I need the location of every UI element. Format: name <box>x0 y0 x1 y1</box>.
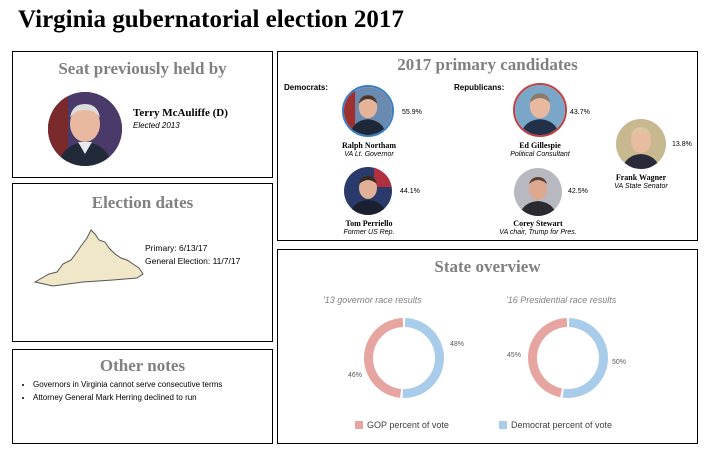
donut-title-2013: '13 governor race results <box>323 295 422 305</box>
state-heading: State overview <box>434 257 541 276</box>
virginia-map-icon <box>33 229 144 287</box>
general-date: General Election: 11/7/17 <box>145 256 241 266</box>
notes-panel: Other notes Governors in Virginia cannot… <box>12 349 273 444</box>
stewart-pct: 42.5% <box>568 188 588 195</box>
donut-2013-gop-label: 46% <box>348 372 363 379</box>
dates-heading: Election dates <box>91 193 194 212</box>
wagner-name: Frank Wagner <box>615 173 667 182</box>
donut-title-2016: '16 Presidential race results <box>506 295 617 305</box>
legend-dem-label: Democrat percent of vote <box>511 420 613 430</box>
candidates-heading: 2017 primary candidates <box>397 55 578 74</box>
donut-chart-2016 <box>528 318 608 398</box>
notes-heading: Other notes <box>99 356 186 375</box>
stewart-role: VA chair, Trump for Pres. <box>499 229 577 236</box>
perriello-photo <box>344 167 392 215</box>
gillespie-pct: 43.7% <box>570 109 590 116</box>
mcauliffe-photo <box>48 92 122 166</box>
state-panel: State overview '13 governor race results… <box>277 249 698 444</box>
donut-2016-gop-label: 45% <box>507 352 522 359</box>
note-item: Governors in Virginia cannot serve conse… <box>33 378 222 391</box>
dates-panel: Election dates Primary: 6/13/17 General … <box>12 183 273 342</box>
notes-list: Governors in Virginia cannot serve conse… <box>19 378 222 404</box>
perriello-pct: 44.1% <box>400 188 420 195</box>
donut-slice-gop <box>528 318 568 398</box>
primary-date: Primary: 6/13/17 <box>145 243 208 253</box>
northam-name: Ralph Northam <box>341 141 396 150</box>
stewart-photo <box>514 168 562 216</box>
wagner-role: VA State Senator <box>614 183 668 190</box>
stewart-name: Corey Stewart <box>513 219 563 228</box>
northam-photo <box>342 85 394 137</box>
democrats-label: Democrats: <box>284 83 329 92</box>
gillespie-name: Ed Gillespie <box>519 141 561 150</box>
page-title: Virginia gubernatorial election 2017 <box>18 6 404 33</box>
donut-2016-dem-label: 50% <box>612 359 627 366</box>
seat-panel: Seat previously held by Terry McAuliffe … <box>12 51 273 178</box>
gillespie-role: Political Consultant <box>510 151 570 158</box>
northam-role: VA Lt. Governor <box>344 151 394 158</box>
wagner-photo <box>616 119 666 169</box>
seat-heading: Seat previously held by <box>58 59 227 78</box>
mcauliffe-portrait <box>48 92 122 166</box>
donut-2013-dem-label: 48% <box>450 341 465 348</box>
incumbent-name: Terry McAuliffe (D) <box>133 107 228 119</box>
candidates-panel: 2017 primary candidates Democrats: Repub… <box>277 51 698 241</box>
wagner-pct: 13.8% <box>672 141 692 148</box>
donut-slice-dem <box>402 318 444 398</box>
gillespie-photo <box>513 83 567 137</box>
perriello-name: Tom Perriello <box>345 219 393 228</box>
legend-dem-swatch <box>499 421 507 429</box>
northam-pct: 55.9% <box>402 109 422 116</box>
republicans-label: Republicans: <box>454 83 505 92</box>
legend-gop-swatch <box>355 421 363 429</box>
legend-gop-label: GOP percent of vote <box>367 420 449 430</box>
perriello-role: Former US Rep. <box>343 229 395 236</box>
note-item: Attorney General Mark Herring declined t… <box>33 391 222 404</box>
donut-slice-gop <box>363 318 404 398</box>
donut-chart-2013 <box>363 318 444 398</box>
donut-slice-dem <box>562 318 608 398</box>
incumbent-subtitle: Elected 2013 <box>133 121 180 130</box>
